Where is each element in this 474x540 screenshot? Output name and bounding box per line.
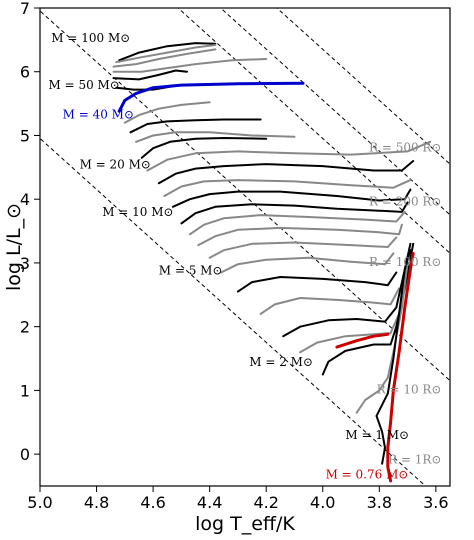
track-25-msun-9: [135, 131, 296, 143]
track-60-msun-4: [112, 69, 188, 81]
track-9-msun-16: [188, 210, 406, 236]
track-7-msun-18: [208, 236, 398, 259]
track-40-msun-6: [117, 81, 305, 113]
x-tick-label-1: 4.8: [84, 493, 109, 512]
track-4-msun-21: [259, 287, 401, 315]
radius-line-1: [40, 10, 450, 382]
x-tick-label-7: 3.6: [423, 493, 448, 512]
track-100-msun-0: [118, 42, 217, 62]
radius-label-4: R = 500 R⊙: [369, 140, 442, 154]
mass-label-1: M = 1 M⊙: [345, 428, 409, 442]
track-12-msun-14: [171, 188, 412, 208]
track-20-msun-10: [140, 137, 268, 159]
radius-label-0: R = 1R⊙: [388, 453, 441, 467]
y-tick-label-1: 1: [20, 381, 30, 400]
track-13-msun-13: [163, 179, 412, 197]
mass-label-0p76: M = 0.76 M⊙: [326, 467, 409, 481]
track-35-msun-7: [123, 101, 211, 124]
y-tick-label-3: 3: [20, 254, 30, 273]
x-tick-label-5: 4.0: [310, 493, 335, 512]
evolution-tracks: [112, 42, 432, 483]
y-tick-label-5: 5: [20, 126, 30, 145]
x-tick-label-4: 4.2: [253, 493, 278, 512]
y-tick-label-2: 2: [20, 318, 30, 337]
y-axis-ticks: 0 1 2 3 4 5 6 7: [20, 0, 40, 464]
track-10-msun-15: [180, 201, 409, 225]
y-tick-label-6: 6: [20, 63, 30, 82]
track-70-msun-3: [112, 58, 268, 73]
mass-label-20: M = 20 M⊙: [80, 158, 151, 172]
track-30-msun-8: [129, 118, 262, 134]
track-0p76-msun-27: [386, 251, 415, 483]
radius-label-2: R = 100 R⊙: [369, 255, 442, 269]
x-axis-ticks: 5.0 4.8 4.6 4.4 4.2 4.0 3.8 3.6: [27, 486, 449, 512]
track-17-msun-11: [146, 140, 432, 172]
mass-label-40: M = 40 M⊙: [63, 107, 134, 121]
y-tick-label-0: 0: [20, 445, 30, 464]
track-5-msun-20: [236, 271, 398, 293]
y-axis-label: log L/L_⊙: [3, 203, 25, 291]
mass-label-2: M = 2 M⊙: [249, 355, 313, 369]
track-1p5-msun-25: [355, 261, 409, 414]
mass-label-100: M = 100 M⊙: [51, 31, 130, 45]
x-tick-label-6: 3.8: [367, 493, 392, 512]
mass-label-5: M = 5 M⊙: [159, 263, 223, 277]
mass-label-50: M = 50 M⊙: [48, 78, 119, 92]
radius-line-0: [40, 137, 427, 486]
mass-label-10: M = 10 M⊙: [102, 205, 173, 219]
track-8-msun-17: [197, 223, 403, 247]
track-1-msun-26: [375, 249, 412, 465]
y-tick-label-7: 7: [20, 0, 30, 18]
y-tick-label-4: 4: [20, 190, 30, 209]
x-tick-label-2: 4.6: [140, 493, 165, 512]
track-15-msun-12: [157, 160, 415, 185]
radius-label-1: R = 10 R⊙: [377, 383, 442, 397]
plot-frame: [39, 7, 451, 487]
track-80-msun-2: [112, 48, 217, 68]
x-tick-label-3: 4.4: [197, 493, 222, 512]
track-6-msun-19: [220, 252, 395, 274]
annotation-labels: R = 1R⊙ R = 10 R⊙ R = 100 R⊙ R = 200 R⊙ R = …: [48, 31, 441, 482]
radius-label-3: R = 200 R⊙: [369, 195, 442, 209]
track-90-msun-1: [115, 44, 217, 64]
track-0p76-msun-28: [335, 332, 390, 349]
x-tick-label-0: 5.0: [27, 493, 52, 512]
x-axis-label: log T_eff/K: [195, 513, 295, 535]
